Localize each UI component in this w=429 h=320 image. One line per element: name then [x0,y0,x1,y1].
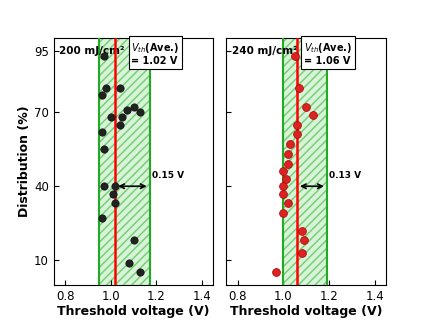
Point [293,122,300,127]
Point [280,191,287,196]
Point [109,191,116,196]
Point [284,152,291,157]
Point [273,270,280,275]
Point [291,53,298,58]
Point [98,216,105,221]
Point [303,105,310,110]
Point [112,201,119,206]
Point [137,270,144,275]
Point [119,115,126,120]
Point [112,184,119,189]
Text: 0.15 V: 0.15 V [152,171,184,180]
Point [287,142,293,147]
Text: 200 mJ/cm²: 200 mJ/cm² [59,46,125,56]
Point [284,201,291,206]
Point [100,147,107,152]
Text: $V_{th}$(Ave.)
= 1.02 V: $V_{th}$(Ave.) = 1.02 V [131,41,179,67]
Point [310,112,317,117]
Point [280,211,287,216]
X-axis label: Threshold voltage (V): Threshold voltage (V) [230,305,382,318]
Point [107,115,114,120]
Point [298,250,305,255]
Point [126,260,133,265]
Text: 0.13 V: 0.13 V [329,171,361,180]
Bar [99,38,150,285]
Point [103,85,109,90]
Point [116,85,123,90]
Point [130,238,137,243]
Bar [283,38,327,285]
Point [293,132,300,137]
Point [280,184,287,189]
Point [137,110,144,115]
Point [123,107,130,112]
Point [100,184,107,189]
Point [280,169,287,174]
Y-axis label: Distribution (%): Distribution (%) [18,106,31,217]
Point [296,85,303,90]
Point [98,130,105,135]
Point [130,105,137,110]
Point [100,53,107,58]
Point [116,122,123,127]
Text: 240 mJ/cm²: 240 mJ/cm² [232,46,298,56]
Point [284,162,291,167]
Point [282,176,289,181]
Point [298,228,305,233]
Text: $V_{th}$(Ave.)
= 1.06 V: $V_{th}$(Ave.) = 1.06 V [304,41,352,67]
Point [300,238,307,243]
X-axis label: Threshold voltage (V): Threshold voltage (V) [57,305,210,318]
Point [98,92,105,98]
